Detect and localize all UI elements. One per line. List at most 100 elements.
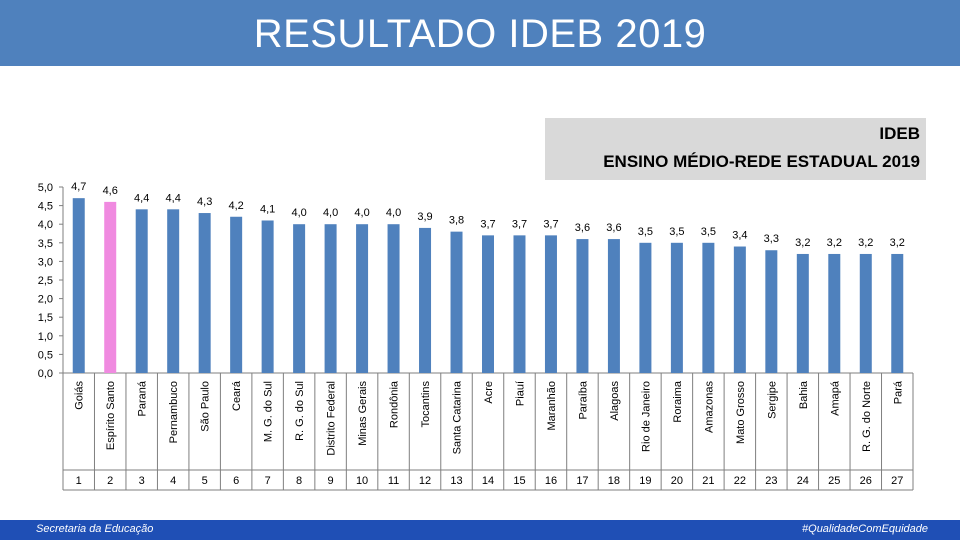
rank-label: 18 [608,475,620,487]
bar-4 [167,209,180,373]
rank-label: 3 [139,475,145,487]
category-label: Paraná [137,380,149,416]
category-label: Rio de Janeiro [640,381,652,452]
rank-label: 1 [76,475,82,487]
bar-3 [135,209,148,373]
rank-label: 22 [734,475,746,487]
rank-label: 8 [296,475,302,487]
rank-label: 4 [170,475,176,487]
bar-27 [891,253,904,373]
category-label: São Paulo [200,381,212,432]
category-label: Amazonas [703,381,715,433]
data-label: 3,6 [606,222,621,234]
category-label: Distrito Federal [326,381,338,456]
y-tick-label: 4,0 [38,219,53,231]
category-label: Mato Grosso [735,381,747,444]
bar-21 [702,242,715,373]
bar-22 [733,246,746,373]
data-label: 4,1 [260,203,275,215]
data-label: 3,7 [480,218,495,230]
bar-11 [387,224,400,373]
data-label: 4,4 [166,192,181,204]
bar-1 [72,198,85,373]
rank-label: 19 [639,475,651,487]
category-label: Piauí [514,381,526,406]
footer-bar: Secretaria da Educação #QualidadeComEqui… [0,520,960,540]
category-label: R. G. do Norte [861,381,873,452]
category-label: Pernambuco [168,381,180,443]
y-tick-label: 2,5 [38,275,53,287]
bar-17 [576,239,589,373]
bar-25 [828,253,841,373]
category-label: Paraíba [577,380,589,419]
page-title: RESULTADO IDEB 2019 [253,12,707,56]
category-label: Ceará [231,380,243,411]
category-label: Minas Gerais [357,381,369,446]
rank-label: 17 [576,475,588,487]
y-tick-label: 1,0 [38,331,53,343]
data-label: 4,2 [228,200,243,212]
data-label: 4,6 [103,185,118,197]
data-label: 3,2 [858,237,873,249]
y-tick-label: 3,5 [38,238,53,250]
footer-left-text: Secretaria da Educação [36,523,154,535]
data-label: 3,4 [732,230,747,242]
y-tick-label: 2,0 [38,294,53,306]
data-label: 3,6 [575,222,590,234]
category-label: Goiás [74,381,86,410]
rank-label: 27 [891,475,903,487]
category-label: Amapá [829,380,841,416]
rank-label: 12 [419,475,431,487]
category-label: Espírito Santo [105,381,117,450]
category-label: Pará [892,380,904,404]
y-tick-label: 5,0 [38,182,53,194]
category-label: Acre [483,381,495,404]
data-label: 3,5 [638,226,653,238]
bar-chart: 0,0 0,5 1,0 1,5 2,0 2,5 3,0 3,5 4,0 4,5 5,0 4,7 Goiá… [38,181,914,491]
bar-5 [198,213,211,373]
rank-label: 15 [513,475,525,487]
bar-9 [324,224,337,373]
y-tick-label: 0,5 [38,349,53,361]
rank-label: 6 [233,475,239,487]
category-label: Santa Catarina [452,380,464,454]
footer-right-text: #QualidadeComEquidade [802,523,928,535]
bar-2 [104,201,117,373]
category-label: M. G. do Sul [263,381,275,442]
category-label: Maranhão [546,381,558,431]
y-tick-label: 3,0 [38,256,53,268]
data-label: 3,3 [764,233,779,245]
data-label: 3,7 [512,218,527,230]
rank-label: 23 [765,475,777,487]
bar-18 [607,239,620,373]
title-banner: RESULTADO IDEB 2019 [0,0,960,66]
legend-subtitle: ENSINO MÉDIO-REDE ESTADUAL 2019 [603,152,920,171]
data-label: 3,5 [669,226,684,238]
data-label: 4,7 [71,181,86,193]
bar-6 [230,216,243,373]
data-label: 3,2 [795,237,810,249]
category-label: Sergipe [766,381,778,419]
bar-24 [796,253,809,373]
y-tick-label: 1,5 [38,312,53,324]
rank-label: 9 [328,475,334,487]
rank-label: 11 [388,475,399,487]
y-tick-label: 0,0 [38,368,53,380]
category-label: Tocantins [420,381,432,428]
bar-14 [482,235,494,373]
rank-label: 26 [860,475,872,487]
data-label: 3,7 [543,218,558,230]
bar-10 [356,224,369,373]
data-label: 4,0 [354,207,369,219]
category-label: R. G. do Sul [294,381,306,441]
bar-15 [513,235,526,373]
data-label: 3,2 [890,237,905,249]
bar-26 [859,253,872,373]
data-label: 3,5 [701,226,716,238]
rank-label: 5 [202,475,208,487]
category-label: Alagoas [609,381,621,421]
data-label: 4,0 [386,207,401,219]
bar-12 [419,227,432,373]
rank-label: 13 [450,475,462,487]
data-label: 3,8 [449,215,464,227]
